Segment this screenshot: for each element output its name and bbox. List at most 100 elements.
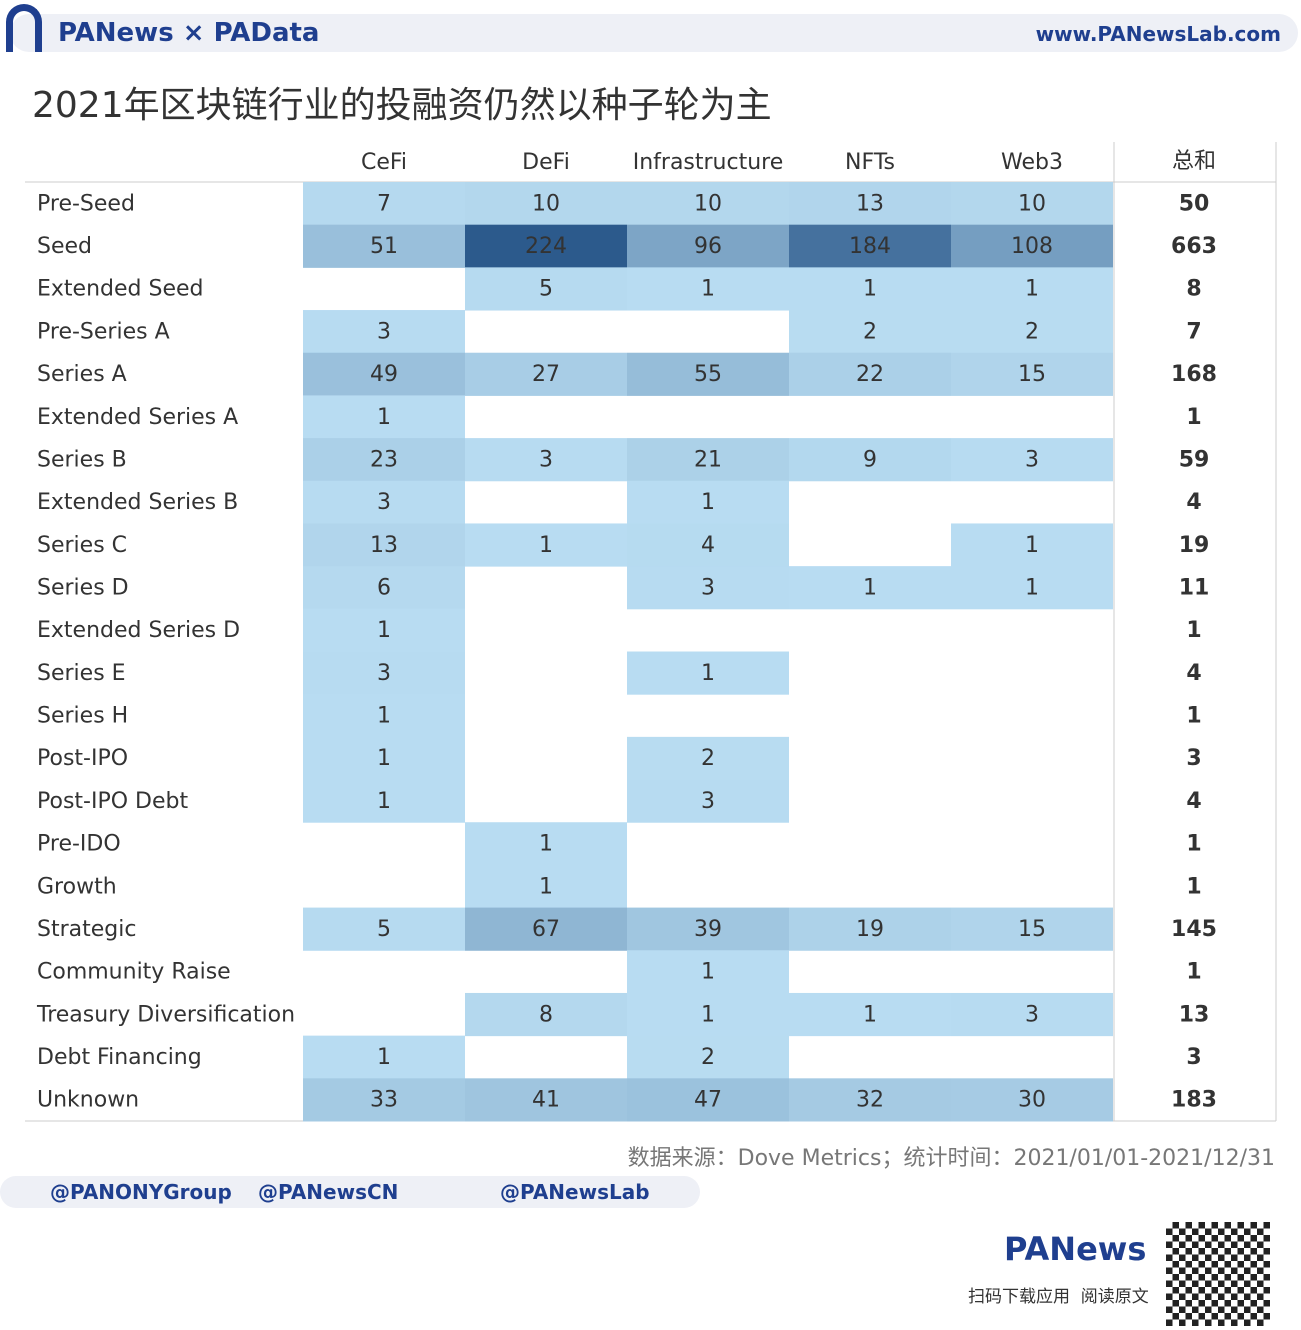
cell <box>789 907 951 951</box>
row-label: Pre-Series A <box>37 319 170 344</box>
cell-value: 2 <box>701 1045 715 1070</box>
row-label: Post-IPO <box>37 746 128 771</box>
column-header: NFTs <box>845 150 895 175</box>
cell <box>627 523 789 567</box>
cell <box>303 438 465 482</box>
cell <box>789 1078 951 1122</box>
row-total: 4 <box>1186 490 1201 515</box>
column-header: DeFi <box>522 150 570 175</box>
cell-value: 3 <box>377 661 391 686</box>
row-label: Series A <box>37 362 127 387</box>
cell-value: 4 <box>701 533 715 558</box>
cell <box>951 438 1113 482</box>
row-total: 50 <box>1179 191 1210 216</box>
cell <box>303 182 465 226</box>
row-label: Extended Series D <box>37 618 240 643</box>
footer-logo: PANews <box>1004 1230 1147 1268</box>
row-total: 4 <box>1186 789 1201 814</box>
cell <box>303 523 465 567</box>
cell-value: 21 <box>694 447 722 472</box>
cell <box>951 566 1113 610</box>
row-label: Seed <box>37 234 92 259</box>
cell <box>465 224 627 268</box>
cell-value: 5 <box>539 277 553 302</box>
cell <box>303 694 465 738</box>
row-total: 183 <box>1171 1088 1217 1113</box>
qr-code <box>1166 1222 1270 1326</box>
cell-value: 19 <box>856 917 884 942</box>
title: 2021年区块链行业的投融资仍然以种子轮为主 <box>32 85 772 126</box>
row-total: 145 <box>1171 917 1217 942</box>
top-bar <box>10 14 1298 52</box>
cell-value: 3 <box>377 490 391 515</box>
cell-value: 55 <box>694 362 722 387</box>
cell <box>465 352 627 396</box>
cell <box>789 992 951 1037</box>
cell <box>627 480 789 524</box>
cell <box>303 608 465 652</box>
cell-value: 15 <box>1018 362 1046 387</box>
cell <box>627 779 789 823</box>
cell <box>465 523 627 567</box>
cell-value: 23 <box>370 447 398 472</box>
row-total: 1 <box>1186 960 1201 985</box>
cell <box>627 992 789 1037</box>
cell <box>303 1078 465 1122</box>
cell-value: 2 <box>863 319 877 344</box>
cell-value: 2 <box>701 746 715 771</box>
cell <box>303 736 465 781</box>
cell-value: 1 <box>539 874 553 899</box>
cell-value: 184 <box>849 234 891 259</box>
table: CeFi DeFi Infrastructure NFTs Web3 总和 Pre-Seed… <box>25 142 1277 1122</box>
row-total: 3 <box>1186 1045 1201 1070</box>
cell-value: 13 <box>856 191 884 216</box>
cell <box>303 1035 465 1079</box>
cell <box>789 438 951 482</box>
column-header: Web3 <box>1001 150 1063 175</box>
row-total: 7 <box>1186 319 1201 344</box>
cell-value: 2 <box>1025 319 1039 344</box>
cell-value: 30 <box>1018 1088 1046 1113</box>
cell-value: 1 <box>377 789 391 814</box>
cell <box>789 566 951 610</box>
cell-value: 10 <box>694 191 722 216</box>
row-label: Debt Financing <box>37 1045 202 1070</box>
row-label: Post-IPO Debt <box>37 789 188 814</box>
cell-value: 1 <box>701 490 715 515</box>
cell-value: 13 <box>370 533 398 558</box>
cell <box>627 1035 789 1079</box>
row-total: 19 <box>1179 533 1210 558</box>
cell <box>951 224 1113 268</box>
cell-value: 1 <box>377 1045 391 1070</box>
cell-value: 1 <box>701 960 715 985</box>
logo-icon <box>6 4 42 52</box>
row-label: Series C <box>37 533 127 558</box>
row-total: 8 <box>1186 277 1201 302</box>
cell <box>303 480 465 524</box>
cell-value: 1 <box>863 575 877 600</box>
cell-value: 33 <box>370 1088 398 1113</box>
cell-value: 7 <box>377 191 391 216</box>
cell <box>303 651 465 695</box>
row-label: Growth <box>37 874 117 899</box>
cell <box>303 907 465 951</box>
cell <box>627 267 789 311</box>
cell <box>303 395 465 439</box>
cell <box>627 1078 789 1122</box>
cell <box>627 182 789 226</box>
cell <box>789 182 951 226</box>
site: www.PANewsLab.com <box>1035 22 1281 46</box>
cell <box>951 907 1113 951</box>
row-total: 1 <box>1186 405 1201 430</box>
cell <box>465 822 627 866</box>
social: @PANewsLab <box>500 1180 650 1204</box>
cell <box>789 310 951 354</box>
cell <box>303 352 465 396</box>
cell-value: 1 <box>863 1002 877 1027</box>
cell <box>465 438 627 482</box>
row-total: 1 <box>1186 832 1201 857</box>
row-label: Pre-Seed <box>37 191 135 216</box>
cell-value: 41 <box>532 1088 560 1113</box>
cell <box>627 950 789 994</box>
